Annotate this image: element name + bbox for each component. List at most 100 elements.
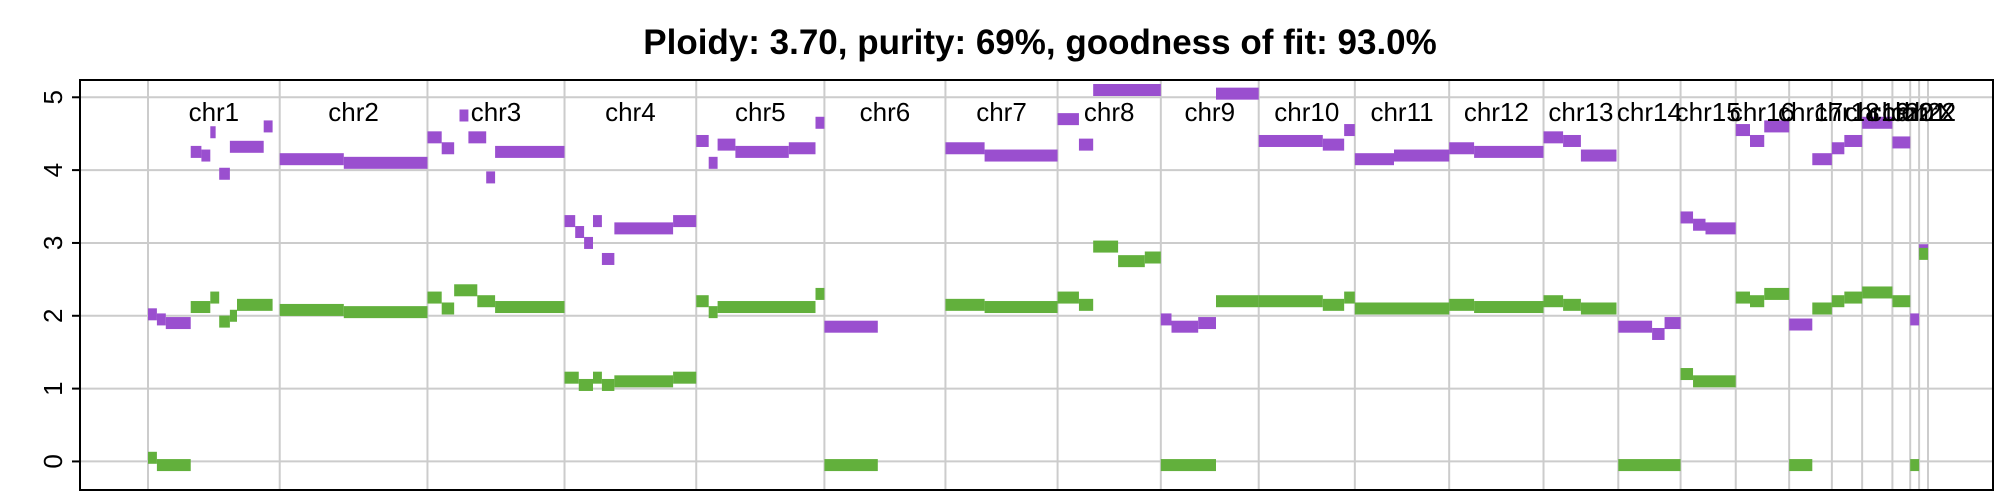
major-segment-11 (427, 131, 442, 144)
chr-label-chr5: chr5 (735, 97, 786, 127)
major-segment-3 (190, 145, 202, 158)
minor-segment-20 (696, 295, 709, 308)
minor-segment-57 (1910, 459, 1920, 472)
chr-label-chr16: chr16 (1730, 97, 1795, 127)
major-segment-55 (1705, 222, 1736, 235)
y-tick-label-0: 0 (38, 454, 68, 468)
major-segment-54 (1693, 218, 1706, 231)
major-segment-34 (1078, 138, 1094, 151)
major-segment-8 (263, 120, 273, 133)
major-segment-36 (1160, 313, 1172, 326)
major-segment-23 (673, 215, 697, 228)
major-segment-10 (343, 156, 428, 169)
major-segment-56 (1735, 124, 1750, 137)
minor-segment-47 (1705, 375, 1736, 388)
major-segment-60 (1812, 153, 1832, 166)
minor-segment-54 (1844, 291, 1863, 304)
major-segment-41 (1322, 138, 1345, 151)
minor-segment-24 (824, 459, 878, 472)
minor-segment-30 (1118, 255, 1145, 268)
minor-segment-32 (1160, 459, 1216, 472)
minor-segment-19 (673, 371, 697, 384)
plot-frame (79, 79, 1994, 491)
chr-label-chr18: chr18 (1814, 97, 1879, 127)
major-segment-43 (1354, 153, 1394, 166)
chr-label-chr14: chr14 (1617, 97, 1682, 127)
minor-segment-17 (601, 378, 615, 391)
major-segment-20 (593, 215, 602, 228)
minor-segment-39 (1449, 298, 1475, 311)
major-segment-6 (219, 167, 230, 180)
major-segment-25 (708, 156, 718, 169)
chr-label-chr15: chr15 (1676, 97, 1741, 127)
minor-segment-36 (1344, 291, 1355, 304)
minor-segment-48 (1735, 291, 1750, 304)
major-segment-15 (486, 171, 496, 184)
minor-segment-42 (1563, 298, 1581, 311)
chr-label-chr13: chr13 (1548, 97, 1613, 127)
minor-segment-43 (1580, 302, 1617, 315)
major-segment-29 (815, 116, 825, 129)
major-segment-50 (1618, 320, 1653, 333)
major-segment-37 (1171, 320, 1199, 333)
minor-segment-4 (219, 315, 230, 328)
minor-segment-40 (1474, 301, 1544, 314)
minor-segment-44 (1618, 459, 1681, 472)
major-segment-32 (984, 149, 1058, 162)
major-segment-27 (735, 145, 789, 158)
major-segment-0 (148, 308, 157, 321)
major-segment-28 (788, 142, 816, 155)
minor-segment-37 (1354, 302, 1394, 315)
chr-label-chr19: chr19 (1845, 97, 1910, 127)
major-segment-13 (459, 109, 469, 122)
major-segment-7 (229, 140, 264, 153)
major-segment-49 (1580, 149, 1617, 162)
gridlines (80, 80, 1993, 490)
major-segment-12 (441, 142, 455, 155)
major-segment-42 (1344, 124, 1355, 137)
minor-segment-7 (279, 303, 344, 316)
minor-segment-15 (578, 378, 593, 391)
major-segment-39 (1216, 87, 1259, 100)
minor-segment-21 (708, 306, 718, 319)
major-segment-57 (1750, 134, 1765, 147)
major-segment-58 (1764, 120, 1790, 133)
major-segment-38 (1198, 317, 1216, 330)
minor-segment-33 (1216, 295, 1259, 308)
major-segment-64 (1892, 136, 1911, 149)
major-segment-5 (210, 126, 216, 139)
chr-label-chr11: chr11 (1370, 97, 1433, 127)
minor-segment-16 (593, 371, 602, 384)
major-segment-40 (1258, 134, 1323, 147)
major-segment-2 (165, 317, 191, 330)
major-segment-21 (601, 252, 615, 265)
chr-label-chr4: chr4 (605, 97, 656, 127)
y-tick-label-4: 4 (38, 163, 68, 177)
major-segment-48 (1563, 134, 1581, 147)
minor-segment-23 (815, 287, 825, 300)
chr-label-chr17: chr17 (1778, 97, 1843, 127)
minor-segment-14 (564, 371, 579, 384)
minor-segment-41 (1543, 295, 1564, 308)
major-segment-19 (584, 236, 593, 249)
minor-segment-45 (1680, 368, 1694, 381)
minor-segment-34 (1258, 295, 1323, 308)
minor-segment-2 (190, 301, 211, 314)
minor-segment-13 (495, 301, 565, 314)
major-segment-53 (1680, 211, 1694, 224)
major-segment-61 (1831, 142, 1845, 155)
chr-label-chr1: chr1 (189, 97, 240, 127)
chr-label-chr3: chr3 (471, 97, 522, 127)
minor-segment-11 (454, 284, 478, 297)
y-tick-label-1: 1 (38, 381, 68, 395)
major-segment-65 (1910, 313, 1920, 326)
chr-label-chr7: chr7 (976, 97, 1027, 127)
chr-label-chr21: chr21 (1882, 97, 1947, 127)
minor-segment-6 (237, 298, 273, 311)
y-tick-label-3: 3 (38, 236, 68, 250)
minor-segment-50 (1764, 287, 1790, 300)
minor-segment-1 (156, 459, 191, 472)
minor-segment-35 (1322, 298, 1345, 311)
chr-label-chr8: chr8 (1084, 97, 1135, 127)
chromosome-labels: chr1 chr2 chr3 chr4 chr5 chr6 chr7 chr8 chr9 chr1… (189, 97, 1957, 127)
